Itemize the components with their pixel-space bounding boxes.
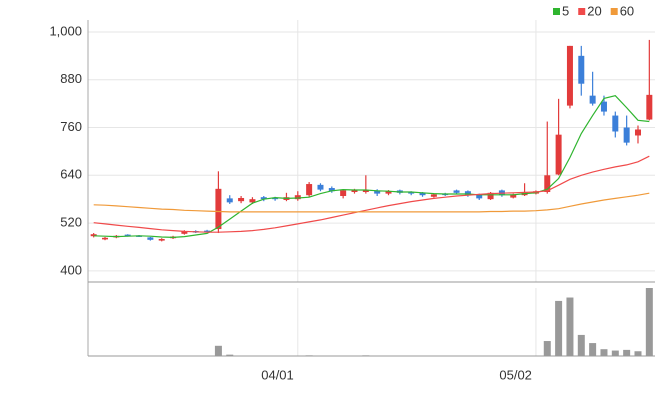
candle-body xyxy=(102,237,109,240)
candle-body xyxy=(226,198,233,203)
y-tick-label: 640 xyxy=(60,167,82,182)
candle-body xyxy=(566,45,573,106)
candle-body xyxy=(385,191,392,194)
candle-body xyxy=(430,194,437,197)
candle-body xyxy=(374,190,381,194)
candle-body xyxy=(328,188,335,192)
candle-body xyxy=(351,190,358,193)
candle-body xyxy=(623,127,630,143)
y-tick-label: 520 xyxy=(60,215,82,230)
volume-bar xyxy=(600,349,608,356)
candle-body xyxy=(249,199,256,203)
candle-body xyxy=(158,238,165,241)
candle-body xyxy=(453,190,460,193)
candle-body xyxy=(646,94,653,120)
candle-body xyxy=(600,101,607,112)
legend-label: 20 xyxy=(587,3,601,18)
ma-line xyxy=(93,192,650,213)
volume-bar xyxy=(611,350,619,356)
legend-swatch xyxy=(610,8,618,15)
candle-body xyxy=(464,191,471,196)
candle-body xyxy=(408,192,415,194)
candle-body xyxy=(419,192,426,196)
candle-body xyxy=(634,129,641,136)
candle-body xyxy=(238,197,245,202)
candle-body xyxy=(272,197,279,200)
candle-body xyxy=(487,192,494,200)
legend-label: 60 xyxy=(620,3,634,18)
volume-bar xyxy=(577,334,585,356)
candle-body xyxy=(578,55,585,84)
candle-body xyxy=(124,234,131,237)
volume-bar xyxy=(555,300,563,356)
candle-body xyxy=(340,190,347,196)
volume-bar xyxy=(634,351,642,356)
y-tick-label: 880 xyxy=(60,71,82,86)
x-tick-label: 05/02 xyxy=(499,367,532,382)
candle-body xyxy=(260,197,267,200)
volume-bar xyxy=(226,354,234,356)
candle-body xyxy=(317,184,324,190)
candle-body xyxy=(612,115,619,132)
volume-bar xyxy=(566,297,574,356)
y-tick-label: 760 xyxy=(60,119,82,134)
candle-body xyxy=(476,194,483,199)
candle-body xyxy=(510,194,517,198)
y-tick-label: 400 xyxy=(60,262,82,277)
legend-swatch xyxy=(578,8,586,15)
volume-bar xyxy=(589,343,597,356)
volume-bar xyxy=(623,349,631,356)
candle-body xyxy=(589,95,596,104)
candle-body xyxy=(147,237,154,240)
volume-bar xyxy=(305,355,313,356)
candle-body xyxy=(362,190,369,193)
candle-body xyxy=(215,188,222,230)
ma-line xyxy=(93,95,650,239)
legend-label: 5 xyxy=(562,3,569,18)
candle-body xyxy=(306,184,313,196)
legend-swatch xyxy=(553,8,560,15)
y-tick-label: 1,000 xyxy=(49,23,82,38)
candle-body xyxy=(204,230,211,233)
volume-bar xyxy=(214,345,222,356)
ma-line xyxy=(93,155,650,233)
candle-body xyxy=(555,134,562,175)
volume-bar xyxy=(543,341,551,356)
volume-bar xyxy=(362,355,370,356)
volume-bar xyxy=(645,288,653,356)
candle-body xyxy=(90,234,97,237)
candle-body xyxy=(181,231,188,234)
x-tick-label: 04/01 xyxy=(261,367,294,382)
candle-body xyxy=(544,175,551,193)
candle-body xyxy=(294,195,301,200)
